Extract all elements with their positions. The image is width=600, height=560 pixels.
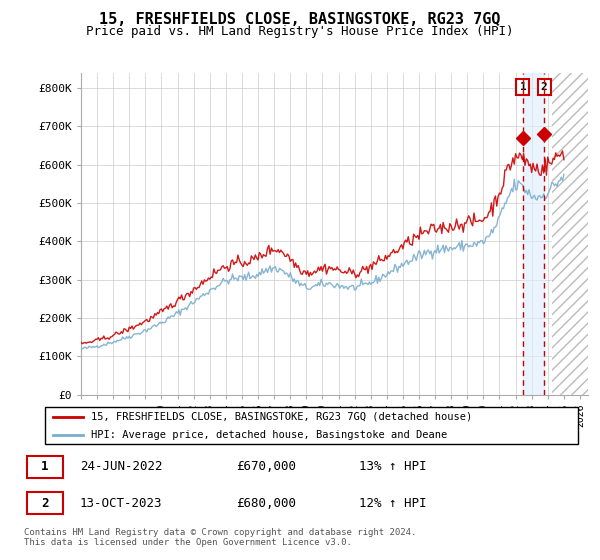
Text: 15, FRESHFIELDS CLOSE, BASINGSTOKE, RG23 7GQ (detached house): 15, FRESHFIELDS CLOSE, BASINGSTOKE, RG23… xyxy=(91,412,472,422)
Text: £670,000: £670,000 xyxy=(236,460,296,473)
Text: 1: 1 xyxy=(520,82,526,92)
Text: 15, FRESHFIELDS CLOSE, BASINGSTOKE, RG23 7GQ: 15, FRESHFIELDS CLOSE, BASINGSTOKE, RG23… xyxy=(99,12,501,27)
Bar xyxy=(552,73,588,395)
Text: 24-JUN-2022: 24-JUN-2022 xyxy=(80,460,162,473)
Bar xyxy=(552,73,588,395)
FancyBboxPatch shape xyxy=(27,492,63,514)
Text: £680,000: £680,000 xyxy=(236,497,296,510)
Text: Price paid vs. HM Land Registry's House Price Index (HPI): Price paid vs. HM Land Registry's House … xyxy=(86,25,514,38)
Bar xyxy=(523,73,544,395)
Text: 12% ↑ HPI: 12% ↑ HPI xyxy=(359,497,426,510)
Text: Contains HM Land Registry data © Crown copyright and database right 2024.
This d: Contains HM Land Registry data © Crown c… xyxy=(24,528,416,547)
Text: HPI: Average price, detached house, Basingstoke and Deane: HPI: Average price, detached house, Basi… xyxy=(91,430,447,440)
FancyBboxPatch shape xyxy=(45,407,578,444)
FancyBboxPatch shape xyxy=(27,456,63,478)
Text: 13-OCT-2023: 13-OCT-2023 xyxy=(80,497,162,510)
Text: 2: 2 xyxy=(541,82,548,92)
Text: 2: 2 xyxy=(41,497,49,510)
Text: 13% ↑ HPI: 13% ↑ HPI xyxy=(359,460,426,473)
Text: 1: 1 xyxy=(41,460,49,473)
